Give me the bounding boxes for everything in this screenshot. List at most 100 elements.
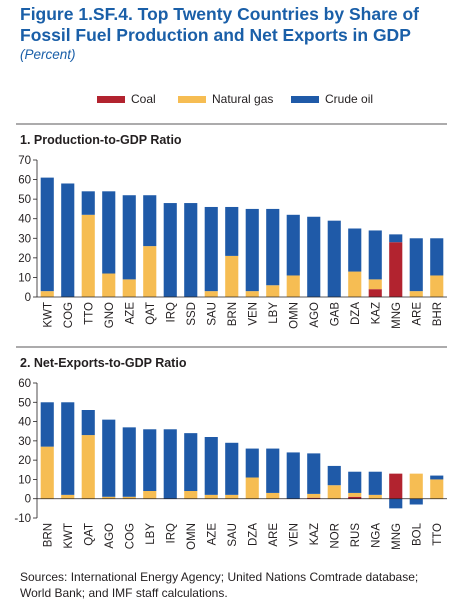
y-tick-label: 0 [25,292,31,304]
bar-segment-crude-oil [143,195,157,247]
x-tick-label: KAZ [370,302,382,324]
chart-legend: Coal Natural gas Crude oil [0,88,457,110]
x-tick-label: VEN [247,302,259,326]
y-tick-label: 60 [18,175,31,187]
bar-segment-crude-oil [184,433,198,491]
bar-segment-coal [348,496,362,499]
bar-segment-crude-oil [348,228,362,272]
bar-segment-crude-oil [163,203,177,297]
x-tick-label: COG [63,302,75,328]
bar-segment-crude-oil [61,183,75,297]
bar-segment-natural-gas [225,255,239,297]
bar-segment-natural-gas [327,485,341,499]
panel-title: 2. Net-Exports-to-GDP Ratio [20,356,187,370]
bar-segment-natural-gas [307,493,321,498]
x-tick-label: COG [124,523,136,549]
x-tick-label: RUS [350,523,362,548]
bar-segment-natural-gas [122,496,136,499]
bar-segment-natural-gas [348,271,362,297]
bar-segment-natural-gas [143,246,157,297]
bar-segment-natural-gas [204,291,218,297]
bar-segment-natural-gas [61,494,75,499]
x-tick-label: ARE [268,523,280,547]
bar-segment-crude-oil [81,410,95,436]
x-tick-label: ARE [411,302,423,326]
legend-swatch-crude-oil [291,95,319,103]
bar-segment-natural-gas [204,494,218,499]
bar-segment-crude-oil [81,191,95,215]
x-tick-label: AZE [124,302,136,325]
bar-segment-natural-gas [368,279,382,290]
bar-segment-crude-oil [184,203,198,297]
bar-segment-natural-gas [102,496,116,499]
y-tick-label: -10 [14,513,31,525]
bar-segment-crude-oil [102,419,116,497]
x-tick-label: AGO [104,523,116,549]
bar-segment-natural-gas [266,285,280,297]
x-tick-label: KWT [63,523,75,549]
x-tick-label: OMN [186,523,198,550]
bar-segment-crude-oil [368,471,382,495]
x-tick-label: AGO [309,302,321,328]
bar-segment-crude-oil [102,191,116,274]
bar-segment-crude-oil [389,498,403,509]
y-tick-label: 20 [18,455,31,467]
bar-segment-natural-gas [245,291,259,297]
bar-segment-coal [307,497,321,499]
bar-segment-natural-gas [245,477,259,499]
x-tick-label: TTO [83,302,95,325]
figure-title: Figure 1.SF.4. Top Twenty Countries by S… [20,4,419,45]
bar-segment-natural-gas [122,279,136,297]
x-tick-label: QAT [83,523,95,546]
bar-segment-crude-oil [307,453,321,494]
legend-label-coal: Coal [131,92,156,106]
bar-segment-crude-oil [430,238,444,276]
x-tick-label: NOR [329,523,341,549]
bar-segment-crude-oil [286,214,300,276]
x-tick-label: BHR [432,302,444,326]
x-tick-label: TTO [432,523,444,546]
bar-segment-natural-gas [266,492,280,499]
x-tick-label: SAU [206,302,218,326]
bar-segment-crude-oil [389,234,403,243]
bar-segment-natural-gas [184,491,198,499]
bar-segment-crude-oil [409,238,423,292]
legend-swatch-natural-gas [178,95,206,103]
y-tick-label: 60 [18,378,31,390]
y-tick-label: 50 [18,194,31,206]
bar-segment-crude-oil [286,452,300,499]
bar-segment-crude-oil [368,230,382,280]
y-tick-label: 30 [18,436,31,448]
bar-segment-crude-oil [40,402,54,447]
y-tick-label: 10 [18,272,31,284]
x-tick-label: VEN [288,523,300,547]
bar-segment-natural-gas [40,291,54,297]
x-tick-label: SAU [227,523,239,547]
x-tick-label: LBY [268,302,280,324]
x-tick-label: BRN [42,523,54,547]
x-tick-label: GAB [329,302,341,327]
bar-segment-coal [368,289,382,297]
x-tick-label: SSD [186,302,198,326]
bar-segment-natural-gas [368,494,382,499]
bar-segment-natural-gas [430,275,444,297]
bar-segment-natural-gas [81,214,95,297]
bar-segment-crude-oil [122,195,136,280]
x-tick-label: GNO [104,302,116,328]
y-tick-label: 40 [18,417,31,429]
bar-segment-crude-oil [204,206,218,292]
bar-segment-crude-oil [409,498,423,505]
bar-segment-natural-gas [409,291,423,297]
bar-segment-crude-oil [225,442,239,495]
bar-segment-natural-gas [409,473,423,499]
bar-segment-crude-oil [143,429,157,491]
y-tick-label: 30 [18,233,31,245]
bar-segment-crude-oil [204,437,218,495]
bar-segment-coal [389,473,403,499]
bar-segment-crude-oil [348,471,362,493]
bar-segment-crude-oil [122,427,136,497]
legend-item-crude-oil: Crude oil [291,92,373,106]
bar-segment-crude-oil [40,177,54,292]
legend-label-crude-oil: Crude oil [325,92,374,106]
